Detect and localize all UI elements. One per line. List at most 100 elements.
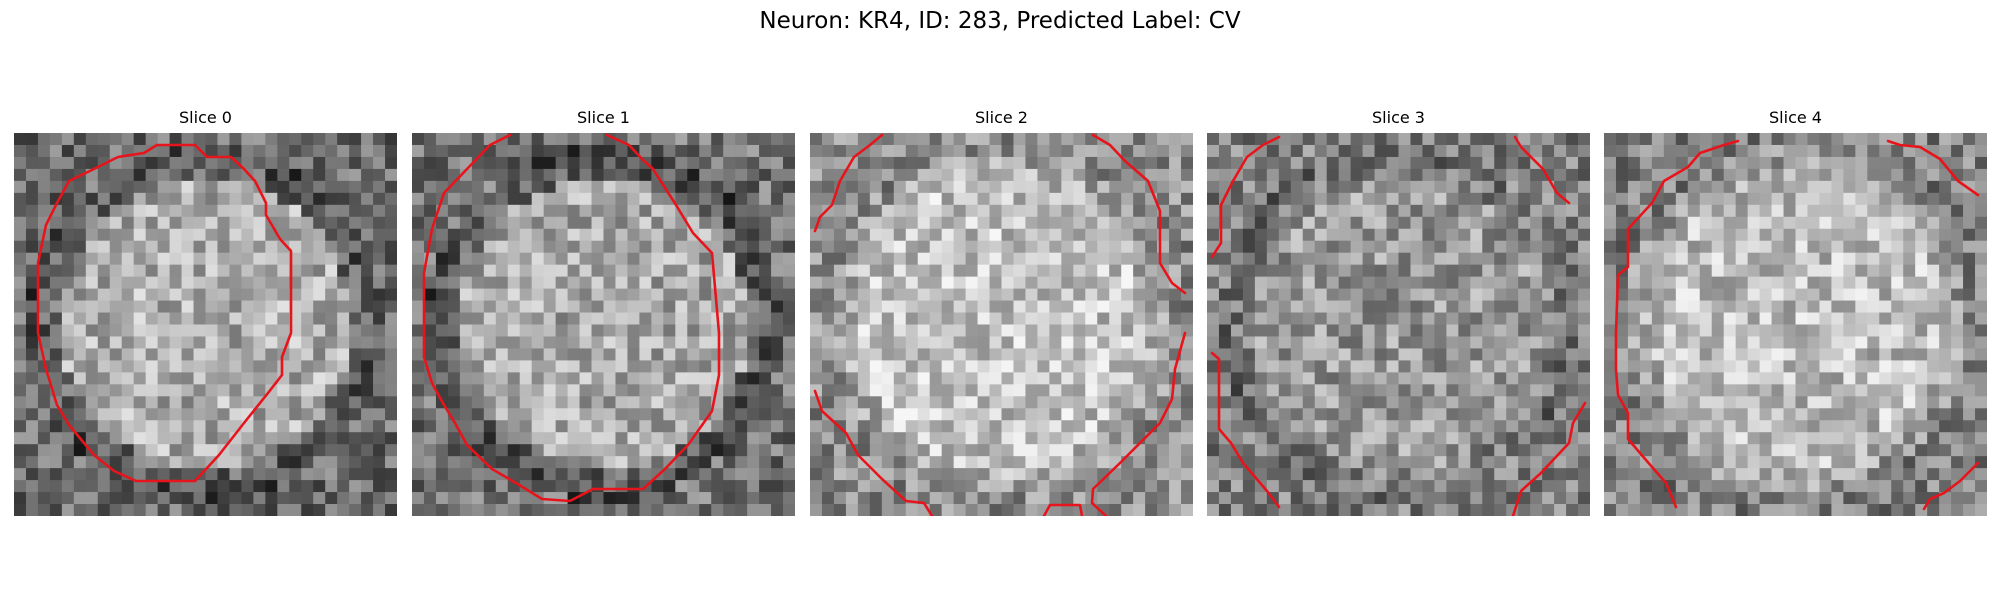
pixel [1506, 360, 1519, 373]
pixel [1819, 180, 1832, 194]
pixel [1374, 468, 1387, 481]
pixel [1855, 384, 1868, 397]
pixel [97, 204, 111, 218]
pixel [1939, 252, 1952, 266]
pixel [1807, 276, 1820, 289]
pixel [857, 156, 871, 170]
pixel [1699, 204, 1713, 218]
pixel [1350, 456, 1363, 469]
pixel [253, 432, 266, 445]
slice-2-contour-bottom-left [813, 389, 934, 516]
pixel [337, 168, 350, 182]
pixel [905, 312, 919, 325]
pixel [1891, 288, 1904, 301]
pixel [1013, 264, 1026, 278]
pixel [1530, 468, 1543, 481]
pixel [1314, 396, 1328, 409]
pixel [1915, 192, 1928, 206]
pixel [349, 408, 362, 421]
pixel [555, 468, 568, 481]
pixel [1314, 168, 1328, 182]
pixel [241, 456, 254, 469]
pixel [1037, 312, 1050, 325]
pixel [85, 180, 99, 194]
pixel [1025, 444, 1038, 457]
pixel [929, 384, 943, 397]
pixel [1458, 336, 1471, 349]
pixel [1350, 408, 1363, 421]
pixel [711, 492, 724, 505]
pixel [229, 504, 242, 516]
pixel [1085, 216, 1098, 230]
pixel [833, 468, 847, 481]
pixel [1133, 216, 1146, 230]
pixel [1675, 372, 1689, 385]
pixel [929, 432, 943, 445]
pixel [229, 180, 242, 194]
pixel [447, 204, 461, 218]
pixel [627, 133, 640, 146]
pixel [313, 336, 326, 349]
pixel [1903, 324, 1916, 337]
pixel [109, 504, 123, 516]
pixel [412, 144, 425, 158]
pixel [687, 468, 700, 481]
pixel [1278, 360, 1292, 373]
pixel [1398, 300, 1411, 313]
pixel [1723, 360, 1737, 373]
pixel [735, 288, 748, 301]
pixel [1278, 336, 1292, 349]
pixel [1604, 372, 1617, 385]
pixel [543, 228, 557, 242]
slice-4-image [1604, 133, 1987, 516]
pixel [121, 324, 135, 337]
pixel [25, 252, 39, 266]
pixel [1867, 384, 1880, 397]
pixel [783, 240, 795, 254]
pixel [49, 192, 63, 206]
pixel [1434, 300, 1447, 313]
pixel [1915, 204, 1928, 218]
pixel [833, 288, 847, 301]
pixel [543, 504, 557, 516]
pixel [1771, 228, 1784, 242]
pixel [325, 228, 338, 242]
pixel [265, 396, 278, 409]
pixel [1338, 372, 1352, 385]
pixel [1735, 336, 1749, 349]
pixel [121, 133, 135, 146]
pixel [1903, 276, 1916, 289]
pixel [1723, 216, 1737, 230]
pixel [385, 228, 397, 242]
pixel [771, 216, 784, 230]
pixel [1542, 348, 1555, 361]
pixel [1398, 396, 1411, 409]
pixel [771, 276, 784, 289]
pixel [1867, 300, 1880, 313]
pixel [1831, 372, 1844, 385]
pixel [1542, 360, 1555, 373]
pixel [1013, 408, 1026, 421]
pixel [471, 468, 485, 481]
pixel [1362, 396, 1375, 409]
pixel [1290, 240, 1304, 254]
pixel [1266, 276, 1280, 289]
pixel [145, 180, 159, 194]
pixel [1302, 504, 1316, 516]
pixel [1891, 348, 1904, 361]
pixel [555, 336, 568, 349]
pixel [1879, 228, 1892, 242]
pixel [1735, 168, 1749, 182]
pixel [1157, 180, 1170, 194]
pixel [1867, 192, 1880, 206]
pixel [1687, 228, 1701, 242]
pixel [483, 312, 497, 325]
pixel [810, 240, 823, 254]
pixel [1133, 372, 1146, 385]
pixel [1085, 396, 1098, 409]
pixel [810, 300, 823, 313]
pixel [917, 396, 931, 409]
pixel [1446, 133, 1459, 146]
pixel [1855, 360, 1868, 373]
pixel [1675, 180, 1689, 194]
